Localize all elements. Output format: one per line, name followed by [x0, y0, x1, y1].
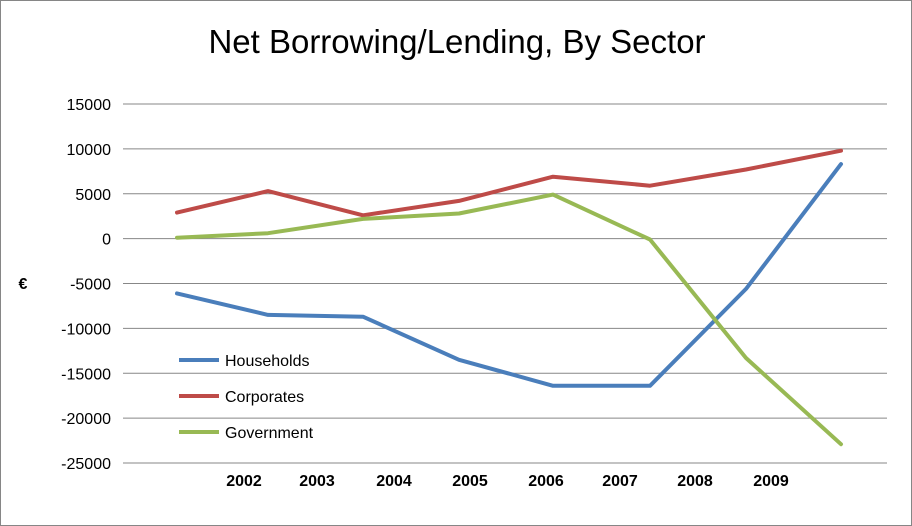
legend-label-corporates: Corporates: [225, 389, 304, 406]
x-tick-label: 2002: [226, 473, 262, 490]
y-tick-label: -5000: [70, 277, 111, 294]
y-tick-label: -10000: [61, 321, 111, 338]
y-tick-label: 15000: [67, 97, 112, 114]
y-axis-label: €: [19, 276, 28, 293]
series-line-government: [175, 192, 843, 447]
y-tick-label: -20000: [61, 411, 111, 428]
y-tick-label: 5000: [75, 187, 111, 204]
series-line-households: [175, 162, 843, 388]
x-tick-label: 2006: [528, 473, 564, 490]
x-tick-label: 2003: [299, 473, 335, 490]
chart-title: Net Borrowing/Lending, By Sector: [208, 23, 705, 60]
y-tick-label: 0: [102, 232, 111, 249]
x-tick-label: 2004: [376, 473, 412, 490]
y-tick-label: 10000: [67, 142, 112, 159]
y-axis-ticks: 15000 10000 5000 0 -5000 -10000 -15000 -20000 -2…: [61, 97, 111, 473]
gridlines: [123, 103, 887, 464]
legend-label-government: Government: [225, 425, 314, 442]
x-tick-label: 2009: [753, 473, 789, 490]
y-tick-label: -25000: [61, 456, 111, 473]
x-axis-ticks: 2002 2003 2004 2005 2006 2007 2008 2009: [226, 473, 789, 490]
x-tick-label: 2007: [602, 473, 638, 490]
legend-label-households: Households: [225, 353, 310, 370]
series-lines: [175, 148, 843, 447]
x-tick-label: 2005: [452, 473, 488, 490]
y-tick-label: -15000: [61, 366, 111, 383]
x-tick-label: 2008: [677, 473, 713, 490]
series-line-corporates: [175, 148, 843, 218]
legend: Households Corporates Government: [179, 353, 314, 442]
